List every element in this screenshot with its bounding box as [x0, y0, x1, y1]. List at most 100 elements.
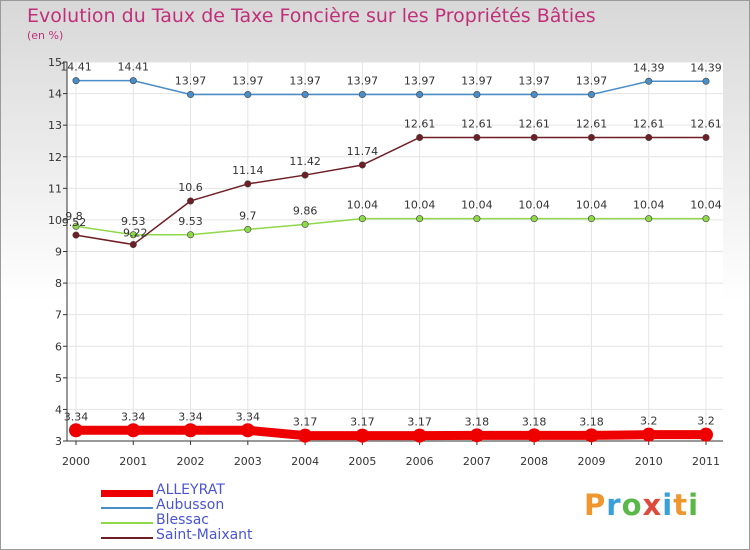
- data-point: [129, 77, 137, 85]
- data-label: 14.41: [118, 61, 150, 74]
- data-label: 10.04: [404, 199, 436, 212]
- data-point: [358, 215, 366, 223]
- x-tick-label: 2009: [577, 455, 605, 468]
- data-label: 12.61: [404, 117, 436, 130]
- data-label: 9.7: [239, 209, 257, 222]
- data-label: 10.04: [461, 199, 493, 212]
- data-label: 9.53: [178, 215, 203, 228]
- data-point: [473, 133, 481, 141]
- data-point: [587, 215, 595, 223]
- data-point: [244, 91, 252, 99]
- data-point: [298, 428, 313, 443]
- data-label: 9.52: [62, 216, 87, 229]
- data-point: [416, 91, 424, 99]
- data-point: [527, 428, 542, 443]
- x-tick-label: 2001: [119, 455, 147, 468]
- x-tick-label: 2006: [406, 455, 434, 468]
- data-point: [240, 423, 255, 438]
- x-tick-label: 2010: [635, 455, 663, 468]
- data-point: [699, 427, 713, 442]
- data-label: 14.39: [690, 61, 722, 74]
- data-label: 13.97: [232, 75, 264, 88]
- x-tick-label: 2002: [177, 455, 205, 468]
- data-point: [645, 77, 653, 85]
- chart-title: Evolution du Taux de Taxe Foncière sur l…: [27, 5, 596, 27]
- legend-label: Blessac: [156, 512, 209, 528]
- data-point: [702, 77, 710, 85]
- data-label: 12.61: [461, 117, 493, 130]
- series-line-alleyrat: [76, 425, 706, 441]
- data-label: 12.61: [518, 117, 550, 130]
- data-point: [469, 428, 484, 443]
- data-label: 10.04: [518, 199, 550, 212]
- data-label: 11.42: [289, 155, 321, 168]
- data-label: 12.61: [633, 117, 665, 130]
- data-label: 10.04: [633, 199, 665, 212]
- data-label: 3.34: [236, 410, 261, 423]
- data-label: 3.34: [64, 410, 89, 423]
- y-tick-label: 6: [55, 340, 62, 353]
- data-label: 13.97: [404, 75, 436, 88]
- data-point: [187, 197, 195, 205]
- data-label: 10.04: [690, 199, 722, 212]
- data-label: 3.34: [178, 410, 203, 423]
- data-label: 9.86: [293, 204, 318, 217]
- y-tick-label: 9: [55, 246, 62, 259]
- data-point: [183, 423, 198, 438]
- x-tick-label: 2005: [348, 455, 376, 468]
- legend-label: Aubusson: [156, 497, 225, 513]
- data-point: [530, 133, 538, 141]
- data-label: 11.74: [347, 145, 379, 158]
- data-label: 3.2: [640, 415, 658, 428]
- data-label: 14.39: [633, 61, 665, 74]
- data-label: 13.97: [289, 75, 321, 88]
- data-label: 3.34: [121, 410, 146, 423]
- x-tick-label: 2003: [234, 455, 262, 468]
- data-label: 13.97: [347, 75, 379, 88]
- data-point: [530, 215, 538, 223]
- legend-swatch: [101, 537, 153, 539]
- x-tick-label: 2004: [291, 455, 319, 468]
- x-tick-label: 2008: [520, 455, 548, 468]
- data-label: 3.17: [407, 416, 432, 429]
- data-point: [358, 161, 366, 169]
- series-line-saint-maixant: [75, 136, 706, 246]
- y-tick-label: 4: [55, 403, 62, 416]
- legend-swatch: [101, 507, 153, 509]
- y-tick-label: 8: [55, 277, 62, 290]
- data-label: 9.8: [65, 210, 83, 223]
- data-point: [187, 91, 195, 99]
- data-label: 13.97: [461, 75, 493, 88]
- data-point: [72, 77, 80, 85]
- data-point: [244, 225, 252, 233]
- y-axis-unit: (en %): [27, 29, 64, 42]
- data-label: 10.04: [347, 199, 379, 212]
- legend-label: ALLEYRAT: [156, 482, 225, 498]
- data-label: 9.22: [123, 227, 148, 240]
- data-point: [702, 133, 710, 141]
- data-point: [187, 231, 195, 239]
- data-label: 3.18: [465, 415, 490, 428]
- data-label: 12.61: [576, 117, 608, 130]
- data-label: 9.53: [121, 215, 146, 228]
- data-label: 3.17: [293, 416, 318, 429]
- data-point: [587, 91, 595, 99]
- y-tick-label: 5: [55, 372, 62, 385]
- legend-label: Saint-Maixant: [156, 527, 253, 543]
- data-point: [358, 91, 366, 99]
- data-point: [416, 133, 424, 141]
- data-point: [301, 171, 309, 179]
- x-tick-label: 2000: [62, 455, 90, 468]
- y-tick-label: 10: [48, 214, 62, 227]
- data-label: 13.97: [175, 75, 207, 88]
- data-point: [72, 231, 80, 239]
- data-point: [244, 180, 252, 188]
- data-label: 10.6: [178, 181, 203, 194]
- data-point: [645, 215, 653, 223]
- y-tick-label: 15: [48, 56, 62, 69]
- data-label: 3.18: [522, 415, 547, 428]
- proxiti-logo: Proxiti: [584, 488, 700, 522]
- y-tick-label: 12: [48, 151, 62, 164]
- series-line-aubusson: [76, 79, 706, 96]
